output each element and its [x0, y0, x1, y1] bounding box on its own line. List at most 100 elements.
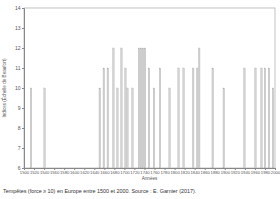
y-tick-label: 12 — [15, 45, 21, 51]
x-tick-label: 1700 — [120, 170, 130, 175]
bar — [212, 68, 214, 168]
x-tick: 1600 — [70, 168, 80, 175]
x-tick-label: 1820 — [180, 170, 190, 175]
bar — [113, 48, 115, 168]
bar — [144, 48, 146, 168]
x-tick: 1720 — [130, 168, 140, 175]
bar — [153, 88, 155, 168]
y-tick: 9 — [18, 105, 24, 111]
bar — [159, 68, 161, 168]
x-tick: 1840 — [191, 168, 201, 175]
y-tick-label: 8 — [18, 125, 21, 131]
y-tick-line — [22, 68, 24, 69]
x-axis-title: Années — [142, 176, 158, 181]
bar — [117, 88, 119, 168]
y-tick-line — [22, 168, 24, 169]
x-tick-label: 1660 — [100, 170, 110, 175]
y-tick: 8 — [18, 125, 24, 131]
y-tick-line — [22, 88, 24, 89]
x-tick: 1920 — [231, 168, 241, 175]
x-tick: 2000 — [271, 168, 280, 175]
x-tick-label: 1800 — [170, 170, 180, 175]
bar — [268, 68, 270, 168]
bar — [107, 68, 109, 168]
x-tick-label: 1880 — [211, 170, 221, 175]
bar — [127, 88, 129, 168]
x-tick-label: 1980 — [261, 170, 271, 175]
x-tick-label: 1680 — [110, 170, 120, 175]
x-tick-label: 1600 — [70, 170, 80, 175]
y-tick: 7 — [18, 145, 24, 151]
x-tick-label: 1740 — [140, 170, 150, 175]
x-tick: 1800 — [170, 168, 180, 175]
y-tick-label: 7 — [18, 145, 21, 151]
bar — [255, 68, 257, 168]
x-tick: 1580 — [60, 168, 70, 175]
x-tick: 1860 — [201, 168, 211, 175]
y-tick-line — [22, 8, 24, 9]
y-tick-label: 11 — [15, 65, 20, 71]
x-tick: 1620 — [80, 168, 90, 175]
bar — [99, 88, 101, 168]
bar — [264, 68, 266, 168]
y-tick: 13 — [15, 25, 24, 31]
x-tick-label: 1540 — [40, 170, 50, 175]
x-tick-label: 1560 — [50, 170, 60, 175]
x-tick-label: 1900 — [221, 170, 231, 175]
x-tick-label: 1520 — [30, 170, 40, 175]
x-tick-label: 1620 — [80, 170, 90, 175]
y-axis-line — [22, 9, 25, 169]
y-tick: 10 — [15, 85, 24, 91]
x-tick-label: 1640 — [90, 170, 100, 175]
x-tick: 1820 — [180, 168, 190, 175]
bar — [103, 68, 105, 168]
x-tick-label: 1760 — [150, 170, 160, 175]
plot-frame — [24, 8, 275, 168]
chart: 1500152015401560158016001620164016601680… — [0, 0, 280, 199]
x-tick-label: 1500 — [20, 170, 30, 175]
x-tick-label: 1920 — [231, 170, 241, 175]
y-tick-line — [22, 28, 24, 29]
y-tick: 12 — [15, 45, 24, 51]
bar — [121, 48, 123, 168]
x-tick: 1560 — [50, 168, 60, 175]
bar — [261, 68, 263, 168]
bar — [178, 68, 180, 168]
x-tick: 1500 — [20, 168, 30, 175]
y-tick-line — [22, 148, 24, 149]
y-axis: 6 7 8 9 10 11 12 13 14 — [15, 5, 25, 171]
y-tick-label: 9 — [18, 105, 21, 111]
x-tick: 1760 — [150, 168, 160, 175]
x-tick: 1680 — [110, 168, 120, 175]
x-tick: 1640 — [90, 168, 100, 175]
bar — [244, 68, 246, 168]
bar — [132, 88, 134, 168]
y-tick-label: 10 — [15, 85, 21, 91]
y-tick: 14 — [15, 5, 24, 11]
bar — [196, 68, 198, 168]
bar — [148, 68, 150, 168]
bar — [198, 48, 200, 168]
x-tick: 1900 — [221, 168, 231, 175]
x-tick-label: 2000 — [271, 170, 280, 175]
bar — [140, 48, 142, 168]
bar — [44, 88, 46, 168]
x-tick-label: 1720 — [130, 170, 140, 175]
bar — [142, 48, 144, 168]
x-tick: 1520 — [30, 168, 40, 175]
x-tick: 1940 — [241, 168, 251, 175]
x-tick: 1740 — [140, 168, 150, 175]
y-axis-title: Indices (Échelle de Beaufort) — [1, 58, 7, 117]
x-tick-label: 1860 — [201, 170, 211, 175]
x-tick-label: 1940 — [241, 170, 251, 175]
y-tick-label: 6 — [18, 165, 21, 171]
bar — [30, 88, 32, 168]
bar — [169, 88, 171, 168]
y-tick: 6 — [18, 165, 24, 171]
x-tick: 1660 — [100, 168, 110, 175]
x-tick: 1880 — [211, 168, 221, 175]
bar — [223, 88, 225, 168]
bars — [30, 48, 274, 168]
bar — [125, 68, 127, 168]
bar — [192, 68, 194, 168]
